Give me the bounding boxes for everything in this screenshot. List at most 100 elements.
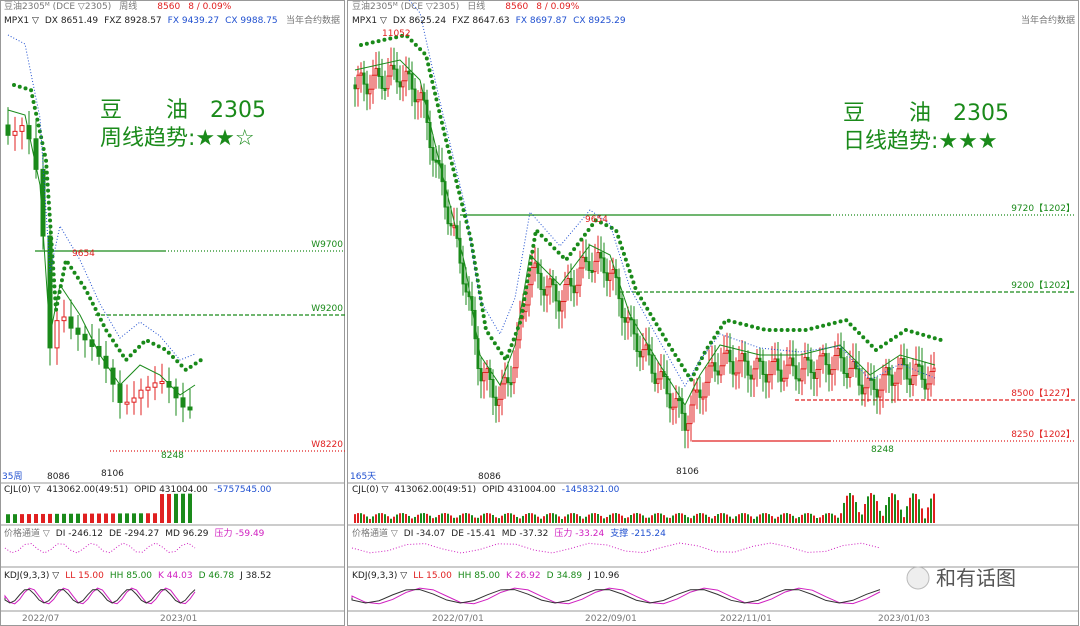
candle-body	[845, 372, 849, 378]
candle-body	[572, 285, 576, 294]
volume-bar	[90, 513, 94, 523]
volume-bar	[612, 513, 614, 523]
volume-bar	[429, 515, 431, 523]
kdj: J 10.96	[587, 571, 620, 581]
candle-body	[767, 374, 771, 383]
channel: MD 96.29	[165, 529, 209, 539]
candle-body	[138, 389, 144, 399]
candle-body	[82, 333, 88, 341]
candle-body	[872, 378, 876, 390]
date-label: 2023/01	[160, 614, 197, 624]
volume-bar	[591, 513, 593, 523]
volume-bar	[62, 513, 66, 523]
volume-bar	[384, 514, 386, 523]
volume-bar	[843, 502, 845, 523]
candle-body	[707, 365, 711, 383]
candle-body	[683, 412, 687, 431]
candle-body	[737, 360, 741, 374]
candle-body	[833, 354, 837, 371]
volume-bar	[906, 506, 908, 523]
candle-body	[356, 74, 360, 90]
ind: CX 8925.29	[573, 16, 626, 26]
candle-body	[674, 398, 678, 408]
volume-bar	[510, 513, 512, 523]
channel: 压力 -33.24	[554, 527, 604, 539]
volume-bar	[540, 518, 542, 523]
volume-bar	[594, 513, 596, 523]
price-label: 8106	[101, 469, 124, 479]
candle-body	[413, 88, 417, 103]
volume-bar	[366, 516, 368, 523]
volume-bar	[816, 518, 818, 523]
volume-bar	[132, 513, 136, 523]
candle-body	[5, 124, 11, 136]
candle-body	[617, 277, 621, 300]
volume-bar	[885, 505, 887, 523]
volume-bar	[678, 513, 680, 523]
candle-body	[749, 374, 753, 380]
candle-body	[800, 368, 804, 382]
title: 豆 油 2305	[843, 101, 1009, 126]
candle-body	[806, 356, 810, 361]
volume-bar	[13, 514, 17, 523]
candle-body	[395, 68, 399, 83]
candle-body	[103, 355, 109, 369]
volume-bar	[387, 516, 389, 523]
volume-bar	[681, 513, 683, 523]
candle-body	[659, 371, 663, 380]
volume-bar	[918, 499, 920, 523]
price-label: 8248	[871, 445, 894, 455]
kdj: KDJ(9,3,3) ▽	[352, 571, 407, 581]
volume-bar	[453, 517, 455, 523]
candle-body	[608, 272, 612, 281]
candle-body	[401, 80, 405, 88]
channel: MD -37.32	[502, 529, 549, 539]
channel: 压力 -59.49	[215, 527, 265, 539]
candle-body	[524, 304, 528, 313]
volume-bar	[423, 513, 425, 523]
candle-body	[899, 357, 903, 370]
volume-bar	[27, 514, 31, 523]
candle-body	[761, 360, 765, 375]
candle-body	[893, 382, 897, 386]
volume-bar	[702, 513, 704, 523]
price-label: 9654	[585, 215, 608, 225]
candle-body	[620, 298, 624, 319]
volume-bar	[564, 516, 566, 523]
change: 8 / 0.09%	[188, 2, 232, 12]
volume-bar	[831, 513, 833, 523]
volume-bar	[369, 518, 371, 523]
candle-body	[536, 262, 540, 274]
kdj: HH 85.00	[110, 571, 152, 581]
volume-bar	[888, 497, 890, 523]
price-label: 8086	[478, 472, 501, 482]
long-average	[408, 0, 936, 388]
volume-bar	[552, 513, 554, 523]
candle-body	[797, 378, 801, 382]
volume-bar	[858, 512, 860, 523]
candle-body	[587, 261, 591, 271]
volume-bar	[750, 516, 752, 523]
watermark: 和有话图	[936, 566, 1016, 590]
volume-bar	[762, 513, 764, 523]
sar-dots	[12, 83, 203, 373]
candle-body	[773, 358, 777, 363]
volume-bar	[534, 514, 536, 523]
volume-bar	[558, 516, 560, 523]
date-label: 2022/07/01	[432, 614, 484, 624]
candle-body	[446, 206, 450, 225]
volume-bar	[450, 515, 452, 523]
volume-bar	[390, 518, 392, 523]
volume-bar	[699, 513, 701, 523]
volume-bar	[780, 514, 782, 523]
volume-bar	[97, 513, 101, 523]
candle-body	[701, 396, 705, 400]
volume-bar	[174, 493, 178, 523]
kdj: LL 15.00	[413, 571, 452, 581]
candle-body	[365, 83, 369, 95]
candle-body	[770, 361, 774, 376]
candle-body	[641, 349, 645, 358]
volume-bar	[501, 515, 503, 523]
candle-body	[908, 378, 912, 386]
candle-body	[479, 368, 483, 382]
